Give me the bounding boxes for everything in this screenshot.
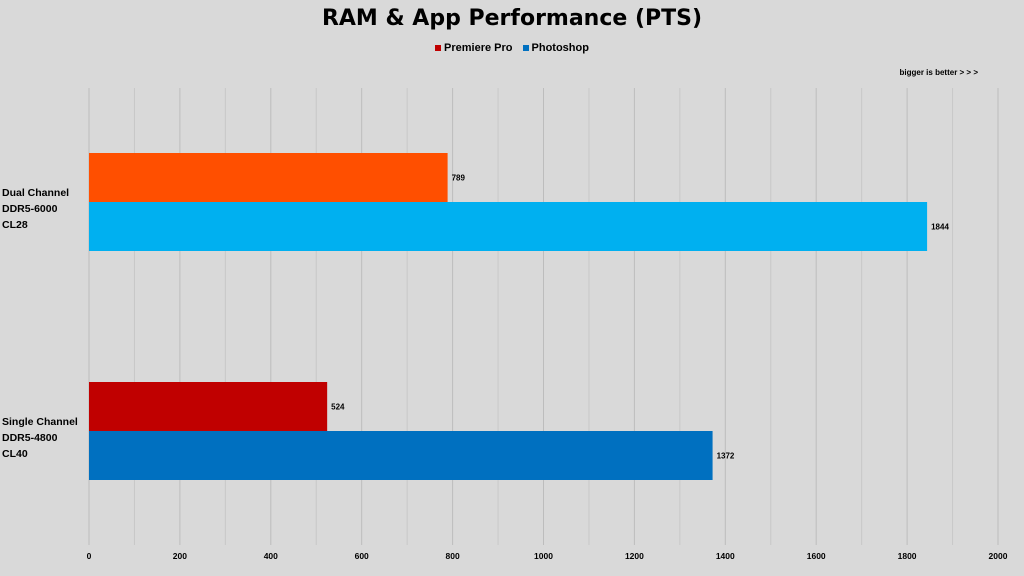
data-label: 1372 <box>717 452 735 461</box>
x-tick-label: 1600 <box>807 551 826 561</box>
data-label: 1844 <box>931 223 949 232</box>
x-tick-label: 1400 <box>716 551 735 561</box>
x-tick-label: 800 <box>446 551 460 561</box>
bigger-is-better-note: bigger is better > > > <box>899 68 978 77</box>
x-tick-label: 200 <box>173 551 187 561</box>
category-label-single-channel: Single Channel DDR5-4800 CL40 <box>2 414 86 462</box>
category-label-line1: Dual Channel <box>2 187 70 199</box>
x-tick-label: 600 <box>355 551 369 561</box>
legend-item-premiere-pro: Premiere Pro <box>435 42 513 54</box>
bar-photoshop-0 <box>89 202 928 251</box>
data-label: 789 <box>452 174 466 183</box>
x-tick-label: 400 <box>264 551 278 561</box>
x-tick-label: 2000 <box>989 551 1008 561</box>
legend: Premiere Pro Photoshop <box>0 42 1024 54</box>
legend-label-premiere-pro: Premiere Pro <box>444 42 513 54</box>
legend-swatch-photoshop <box>522 45 529 51</box>
category-label-line2: DDR5-4800 CL40 <box>2 432 58 460</box>
category-label-line2: DDR5-6000 CL28 <box>2 203 58 231</box>
category-label-line1: Single Channel <box>2 416 78 428</box>
category-label-dual-channel: Dual Channel DDR5-6000 CL28 <box>2 185 86 233</box>
x-tick-label: 1200 <box>625 551 644 561</box>
bar-premiere-pro-1 <box>89 382 328 431</box>
chart-title: RAM & App Performance (PTS) <box>321 6 703 31</box>
x-tick-label: 0 <box>87 551 92 561</box>
data-label: 524 <box>331 403 345 412</box>
bar-premiere-pro-0 <box>89 153 448 202</box>
x-tick-label: 1000 <box>534 551 553 561</box>
legend-label-photoshop: Photoshop <box>531 42 589 54</box>
bar-photoshop-1 <box>89 431 713 480</box>
legend-swatch-premiere-pro <box>435 45 442 51</box>
x-tick-label: 1800 <box>898 551 917 561</box>
legend-item-photoshop: Photoshop <box>522 42 589 54</box>
